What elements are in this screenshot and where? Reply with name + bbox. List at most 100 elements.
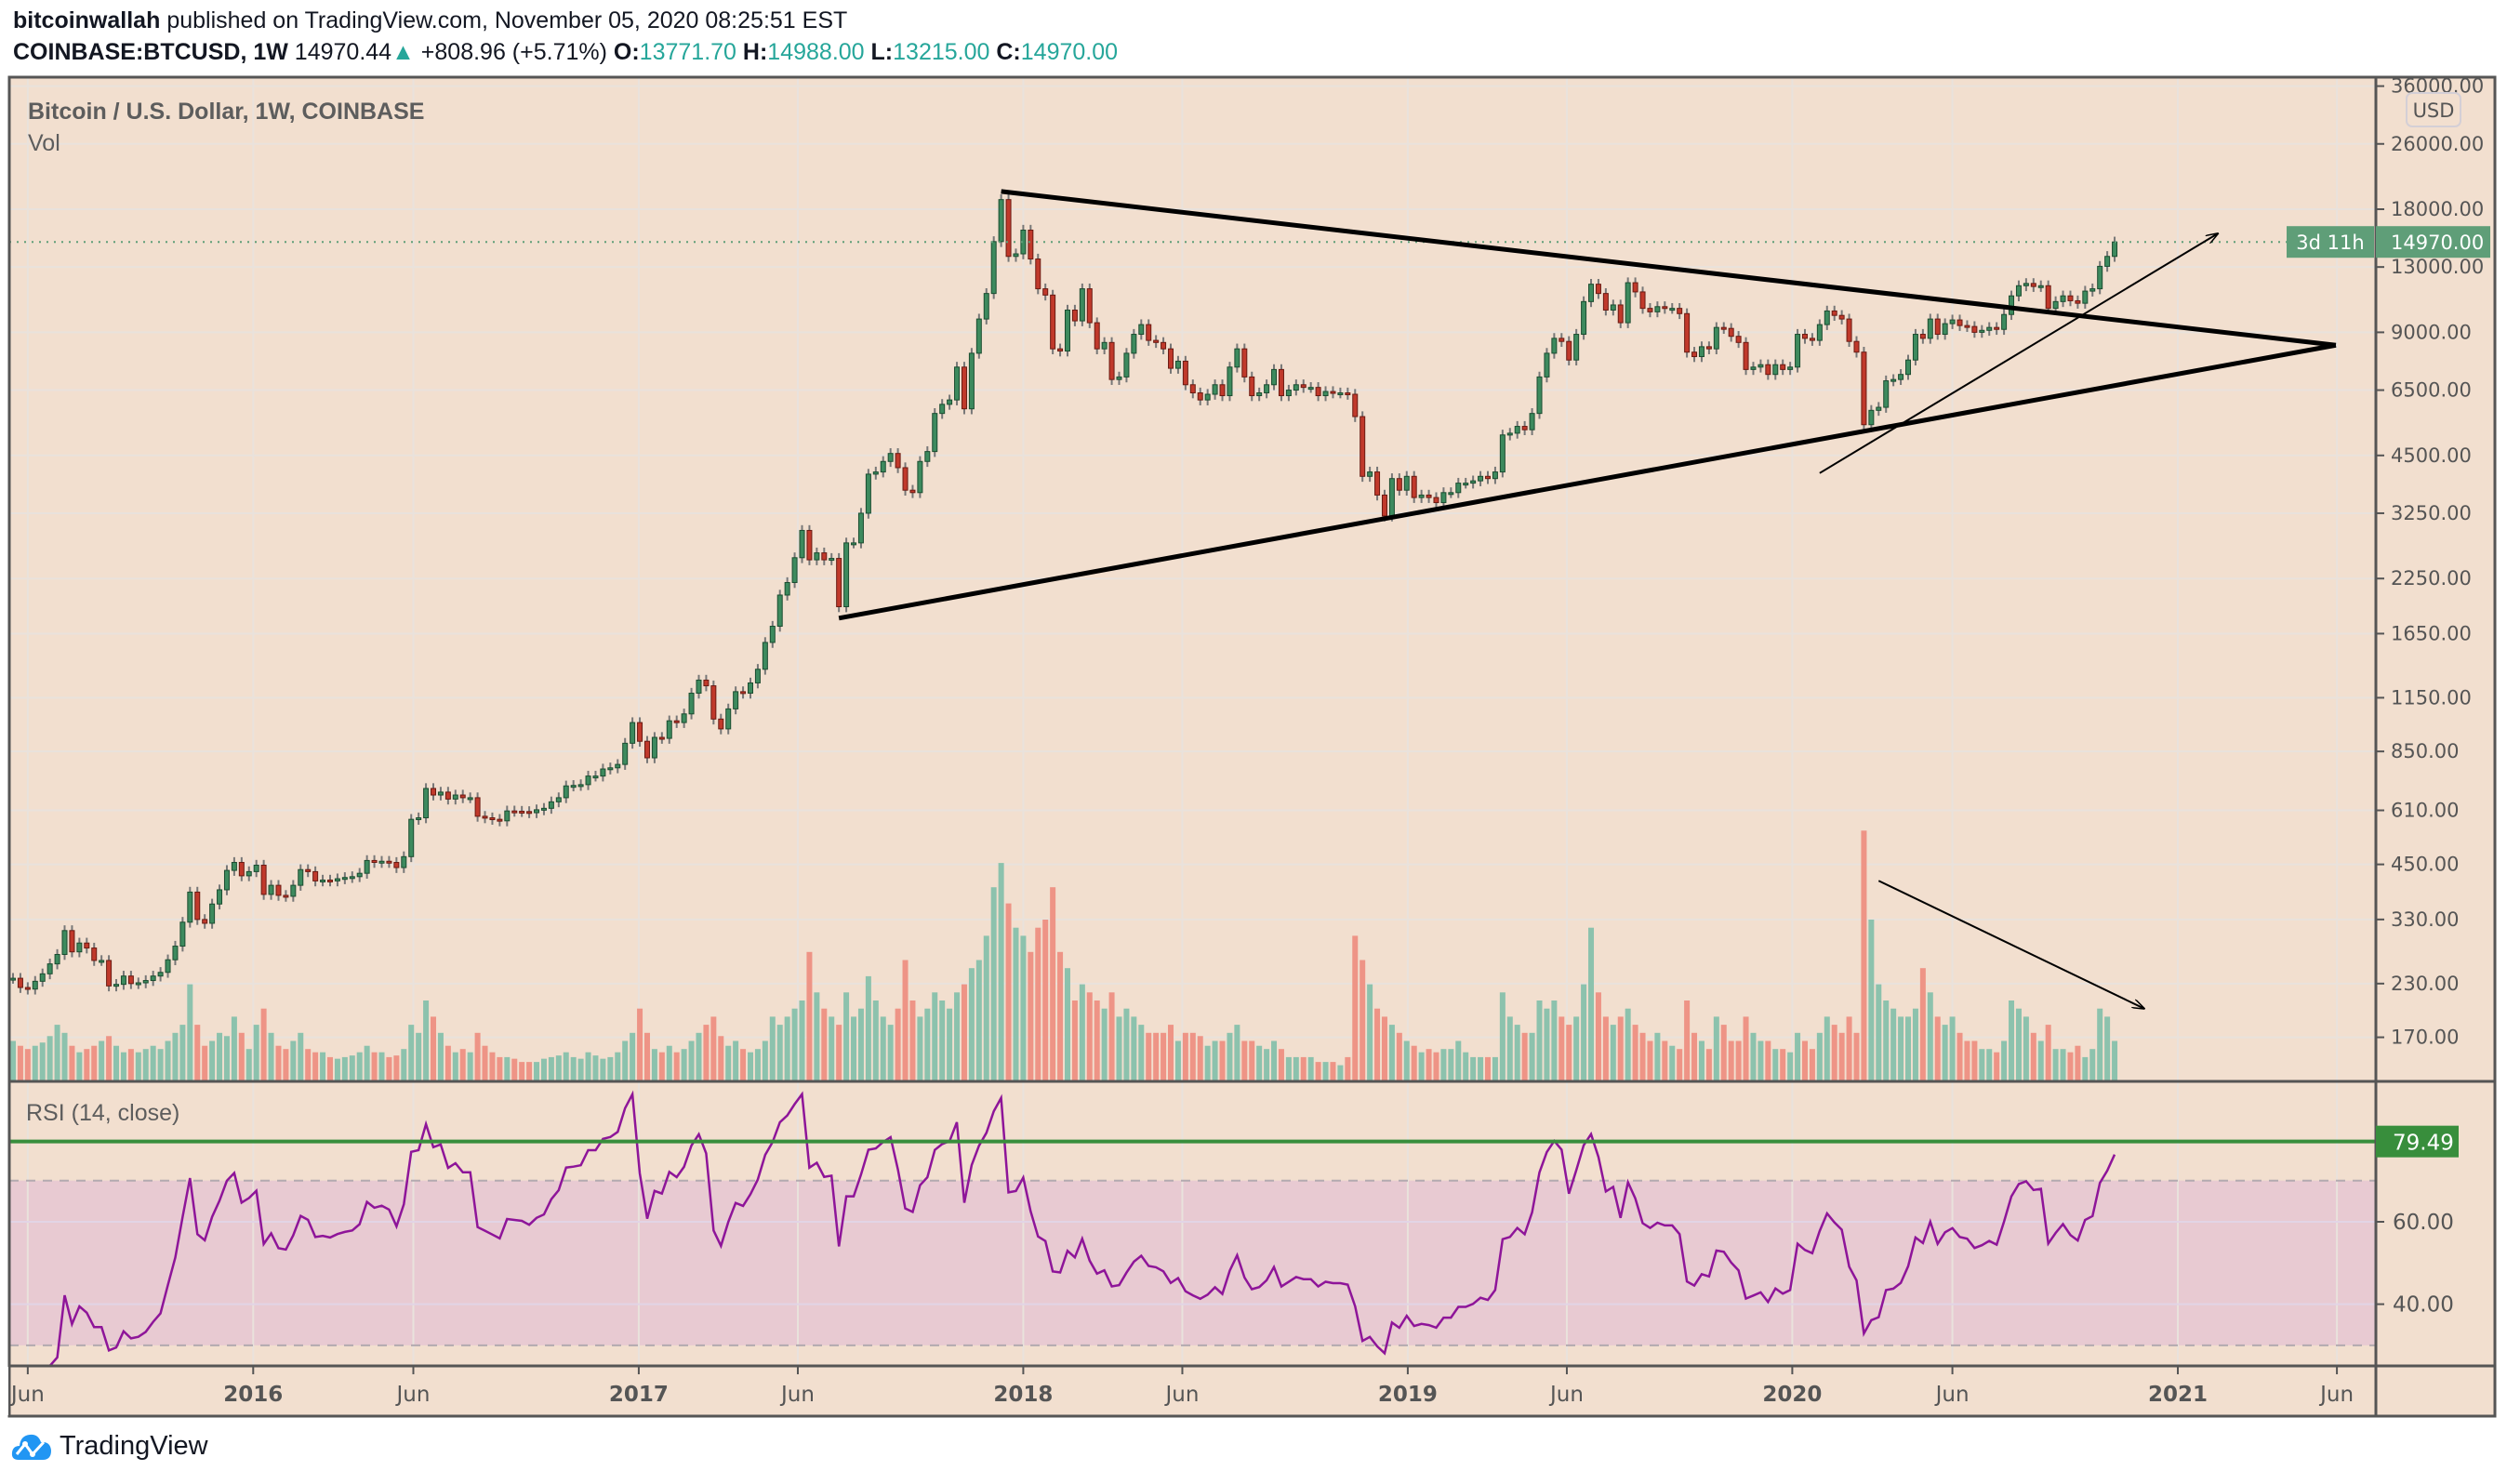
volume-bar	[61, 1032, 68, 1081]
volume-bar	[1801, 1040, 1808, 1081]
candle	[1971, 325, 1978, 333]
volume-bar	[1927, 992, 1933, 1081]
drawings[interactable]	[838, 189, 2337, 1009]
candle	[887, 453, 894, 462]
candle	[1705, 346, 1712, 350]
candle	[1905, 359, 1912, 376]
lower-trendline[interactable]	[838, 342, 2337, 621]
upper-trendline[interactable]	[1001, 189, 2337, 348]
candle	[600, 768, 606, 777]
volume-bar	[1816, 1032, 1823, 1081]
volume-bar	[585, 1052, 591, 1081]
candle	[555, 797, 562, 802]
candle	[378, 860, 385, 864]
price-tick-label: 450.00	[2391, 854, 2459, 876]
candle	[1161, 341, 1167, 350]
volume-arrow[interactable]	[1877, 880, 2143, 1008]
volume-bar	[245, 1049, 252, 1081]
candle	[1485, 475, 1491, 480]
candle	[1396, 478, 1402, 491]
candle	[1728, 327, 1734, 338]
tradingview-logo[interactable]: TradingView	[11, 1430, 208, 1462]
candle	[142, 980, 149, 984]
volume-bar	[172, 1032, 179, 1081]
candle	[592, 775, 599, 779]
candle	[127, 975, 134, 985]
candle	[1521, 426, 1528, 431]
price-arrow[interactable]	[1819, 233, 2218, 474]
volume-bar	[32, 1045, 38, 1081]
volume-bar	[754, 1049, 761, 1081]
volume-bar	[1898, 1016, 1904, 1081]
volume-bar	[1765, 1040, 1771, 1081]
chart-title: Bitcoin / U.S. Dollar, 1W, COINBASE	[28, 99, 424, 125]
candle	[459, 794, 466, 799]
volume-bar	[1470, 1056, 1477, 1081]
candle	[1146, 324, 1152, 341]
volume-bar	[1448, 1049, 1454, 1081]
candle	[312, 870, 319, 881]
candle	[482, 815, 488, 819]
candle	[2060, 295, 2066, 302]
currency-badge[interactable]: USD	[2406, 92, 2461, 127]
volume-bar	[1138, 1025, 1145, 1081]
volume-bar	[408, 1025, 415, 1081]
ohlc-header: COINBASE:BTCUSD, 1W 14970.44▲ +808.96 (+…	[13, 39, 1118, 66]
candle	[1042, 288, 1049, 296]
candle	[283, 894, 289, 898]
candle	[1492, 471, 1498, 480]
candle	[1403, 475, 1410, 491]
volume-bar	[1831, 1025, 1837, 1081]
volume-bar	[209, 1040, 216, 1081]
volume-bar	[1986, 1049, 1993, 1081]
volume-bar	[1426, 1049, 1432, 1081]
volume-bar	[1146, 1032, 1152, 1081]
volume-bar	[1919, 968, 1926, 1081]
volume-bar	[1838, 1032, 1845, 1081]
volume-bar	[1271, 1040, 1278, 1081]
candle	[1735, 336, 1742, 343]
candle	[954, 366, 961, 401]
candle	[895, 453, 901, 469]
candle	[305, 868, 312, 872]
candle	[260, 864, 267, 895]
author-name[interactable]: bitcoinwallah	[13, 7, 161, 33]
candle	[1241, 348, 1248, 378]
candle	[1677, 308, 1683, 314]
price-tick-label: 9000.00	[2391, 321, 2472, 343]
candle	[2097, 265, 2103, 290]
volume-bar	[1632, 1025, 1638, 1081]
candle	[1322, 391, 1329, 397]
candle	[1750, 366, 1757, 370]
volume-bar	[2030, 1032, 2036, 1081]
volume-bar	[1212, 1040, 1218, 1081]
volume-bar	[231, 1016, 237, 1081]
volume-bar	[1086, 992, 1093, 1081]
candle	[1123, 352, 1130, 378]
volume-bar	[2097, 1008, 2103, 1081]
volume-bar	[1720, 1025, 1727, 1081]
volume-bar	[1499, 992, 1506, 1081]
candle	[1050, 294, 1056, 350]
candle	[947, 399, 953, 405]
volume-bar	[349, 1055, 355, 1081]
last-price-label: 14970.00	[2391, 232, 2484, 254]
candle	[24, 987, 31, 990]
candle	[1499, 434, 1506, 473]
volume-bar	[1735, 1040, 1742, 1081]
candle	[2075, 299, 2081, 304]
candle	[341, 877, 348, 881]
candle	[932, 413, 938, 453]
volume-bar	[703, 1025, 710, 1081]
candle	[1189, 384, 1196, 394]
volume-bar	[1131, 1016, 1137, 1081]
tradingview-cloud-icon	[11, 1434, 51, 1460]
candle	[1809, 338, 1815, 341]
volume-bar	[622, 1040, 629, 1081]
candle	[1182, 360, 1188, 386]
volume-bar	[1728, 1040, 1734, 1081]
candle	[1581, 300, 1587, 336]
candle	[1654, 306, 1661, 312]
rsi-legend: RSI (14, close)	[26, 1100, 179, 1126]
